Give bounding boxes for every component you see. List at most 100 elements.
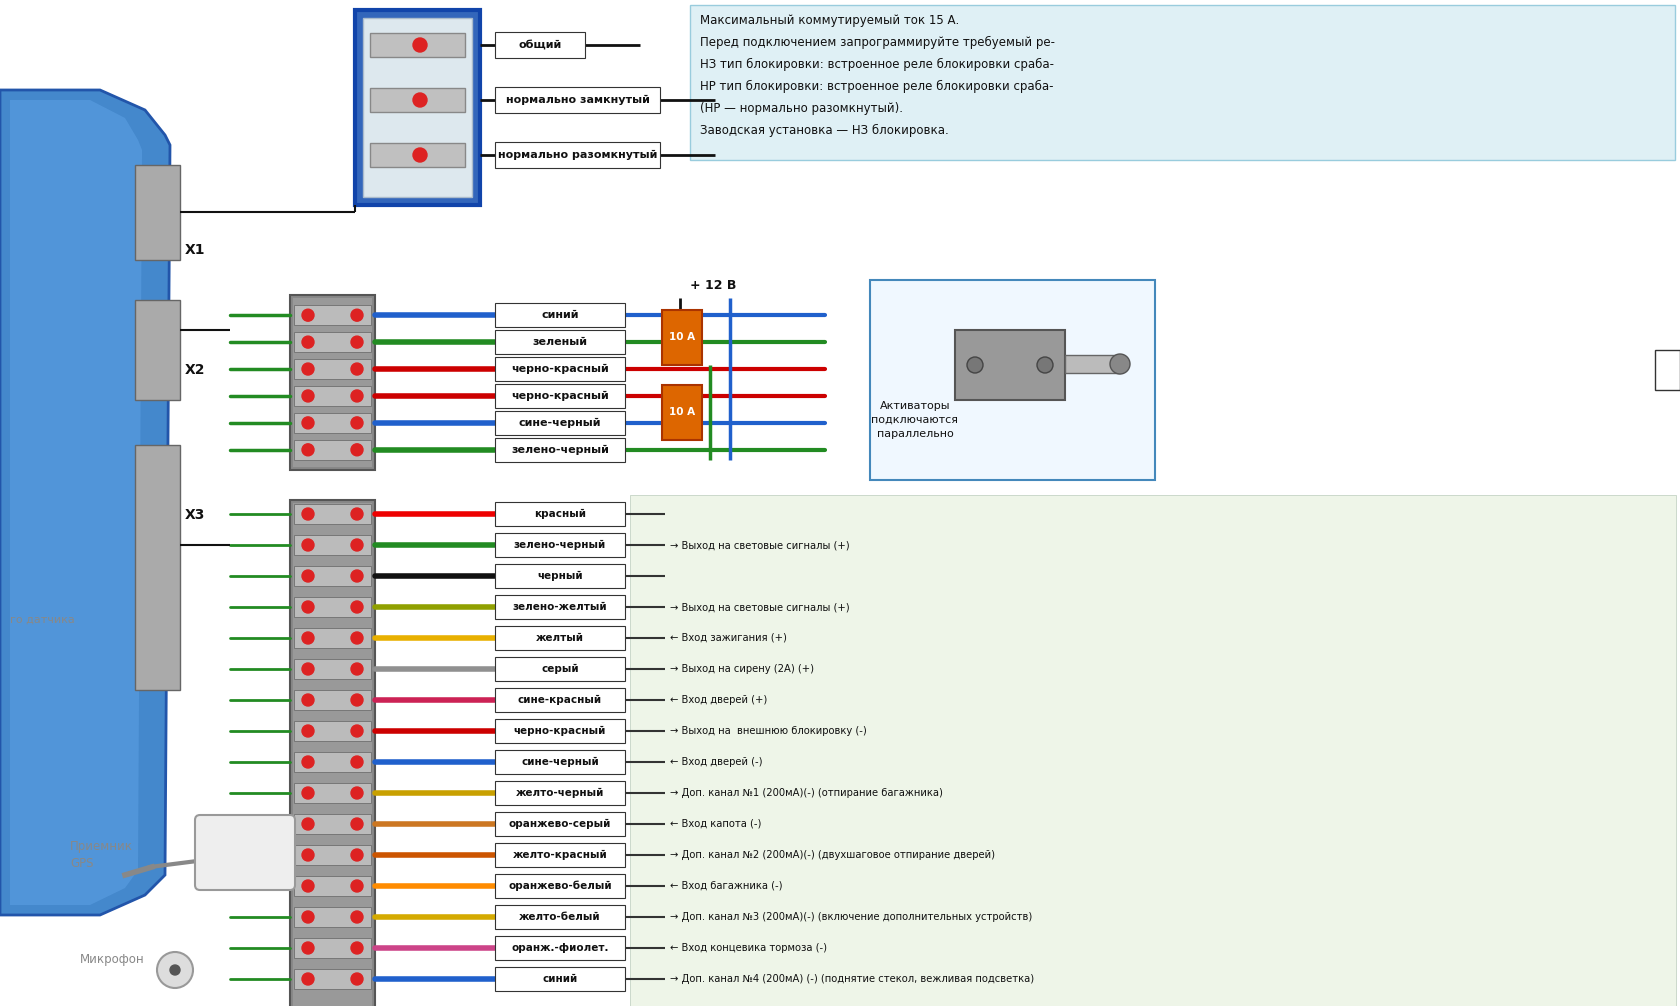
Circle shape	[302, 663, 314, 675]
FancyBboxPatch shape	[689, 5, 1673, 160]
FancyBboxPatch shape	[494, 781, 625, 805]
Circle shape	[351, 818, 363, 830]
Circle shape	[302, 601, 314, 613]
FancyBboxPatch shape	[294, 386, 371, 406]
FancyBboxPatch shape	[291, 295, 375, 470]
Circle shape	[351, 309, 363, 321]
Circle shape	[302, 818, 314, 830]
Circle shape	[351, 444, 363, 456]
Text: оранж.-фиолет.: оранж.-фиолет.	[511, 943, 608, 953]
FancyBboxPatch shape	[494, 87, 660, 113]
Circle shape	[302, 632, 314, 644]
FancyBboxPatch shape	[662, 385, 702, 440]
Circle shape	[302, 756, 314, 768]
Circle shape	[351, 632, 363, 644]
Text: Приемник
GPS: Приемник GPS	[71, 840, 133, 870]
Circle shape	[302, 973, 314, 985]
Text: черно-красный: черно-красный	[511, 364, 608, 374]
Text: Активаторы
подключаются
параллельно: Активаторы подключаются параллельно	[870, 401, 958, 439]
Text: Заводская установка — НЗ блокировка.: Заводская установка — НЗ блокировка.	[699, 124, 948, 137]
Text: общий: общий	[517, 40, 561, 50]
Circle shape	[351, 787, 363, 799]
Text: (НР — нормально разомкнутый).: (НР — нормально разомкнутый).	[699, 102, 902, 115]
Text: оранжево-серый: оранжево-серый	[509, 819, 612, 829]
Text: 15: 15	[1660, 363, 1678, 376]
Text: красный: красный	[534, 509, 586, 519]
FancyBboxPatch shape	[294, 659, 371, 679]
Circle shape	[351, 570, 363, 582]
Circle shape	[302, 390, 314, 402]
FancyBboxPatch shape	[134, 300, 180, 400]
FancyBboxPatch shape	[294, 412, 371, 433]
Text: НЗ тип блокировки: встроенное реле блокировки сраба-: НЗ тип блокировки: встроенное реле блоки…	[699, 57, 1053, 70]
Circle shape	[302, 363, 314, 375]
Text: 10 А: 10 А	[669, 332, 694, 342]
FancyBboxPatch shape	[294, 845, 371, 865]
FancyBboxPatch shape	[294, 628, 371, 648]
Circle shape	[351, 336, 363, 348]
Circle shape	[351, 663, 363, 675]
Text: сине-черный: сине-черный	[521, 757, 598, 767]
Text: → Доп. канал №4 (200мА) (-) (поднятие стекол, вежливая подсветка): → Доп. канал №4 (200мА) (-) (поднятие ст…	[670, 974, 1033, 984]
Circle shape	[302, 911, 314, 923]
Circle shape	[302, 444, 314, 456]
Text: → Выход на  внешнюю блокировку (-): → Выход на внешнюю блокировку (-)	[670, 726, 867, 736]
FancyBboxPatch shape	[294, 783, 371, 803]
Circle shape	[302, 539, 314, 551]
FancyBboxPatch shape	[195, 815, 294, 890]
Circle shape	[302, 880, 314, 892]
Text: черно-красный: черно-красный	[511, 391, 608, 401]
Text: синий: синий	[541, 310, 578, 320]
Circle shape	[351, 849, 363, 861]
FancyBboxPatch shape	[292, 298, 371, 467]
FancyBboxPatch shape	[494, 533, 625, 557]
FancyBboxPatch shape	[494, 936, 625, 960]
FancyBboxPatch shape	[134, 165, 180, 260]
FancyBboxPatch shape	[294, 907, 371, 927]
FancyBboxPatch shape	[354, 10, 480, 205]
Circle shape	[966, 357, 983, 373]
Text: ← Вход капота (-): ← Вход капота (-)	[670, 819, 761, 829]
Text: сине-красный: сине-красный	[517, 695, 601, 705]
FancyBboxPatch shape	[494, 874, 625, 898]
Circle shape	[351, 508, 363, 520]
FancyBboxPatch shape	[954, 330, 1065, 400]
Circle shape	[302, 725, 314, 737]
Text: серый: серый	[541, 664, 578, 674]
Circle shape	[351, 756, 363, 768]
Circle shape	[351, 725, 363, 737]
FancyBboxPatch shape	[662, 310, 702, 365]
Circle shape	[351, 390, 363, 402]
Circle shape	[351, 601, 363, 613]
Circle shape	[351, 416, 363, 429]
Circle shape	[351, 942, 363, 954]
FancyBboxPatch shape	[494, 357, 625, 381]
FancyBboxPatch shape	[494, 32, 585, 58]
FancyBboxPatch shape	[494, 564, 625, 588]
Text: Перед подключением запрограммируйте требуемый ре-: Перед подключением запрограммируйте треб…	[699, 35, 1055, 48]
Text: сине-черный: сине-черный	[519, 417, 601, 428]
Text: черно-красный: черно-красный	[514, 726, 606, 736]
FancyBboxPatch shape	[494, 812, 625, 836]
FancyBboxPatch shape	[294, 566, 371, 586]
FancyBboxPatch shape	[294, 814, 371, 834]
Circle shape	[351, 880, 363, 892]
Circle shape	[302, 787, 314, 799]
Circle shape	[170, 965, 180, 975]
FancyBboxPatch shape	[494, 967, 625, 991]
FancyBboxPatch shape	[494, 595, 625, 619]
Circle shape	[156, 952, 193, 988]
Text: желто-красный: желто-красный	[512, 850, 606, 860]
Circle shape	[351, 973, 363, 985]
FancyBboxPatch shape	[494, 303, 625, 327]
Text: → Выход на световые сигналы (+): → Выход на световые сигналы (+)	[670, 602, 848, 612]
FancyBboxPatch shape	[294, 332, 371, 352]
FancyBboxPatch shape	[294, 597, 371, 617]
Text: + 12 В: + 12 В	[689, 279, 736, 292]
Text: → Доп. канал №2 (200мА)(-) (двухшаговое отпирание дверей): → Доп. канал №2 (200мА)(-) (двухшаговое …	[670, 850, 995, 860]
Polygon shape	[10, 100, 141, 905]
FancyBboxPatch shape	[494, 843, 625, 867]
Circle shape	[302, 416, 314, 429]
Text: ← Вход дверей (-): ← Вход дверей (-)	[670, 757, 763, 767]
FancyBboxPatch shape	[292, 503, 371, 1006]
